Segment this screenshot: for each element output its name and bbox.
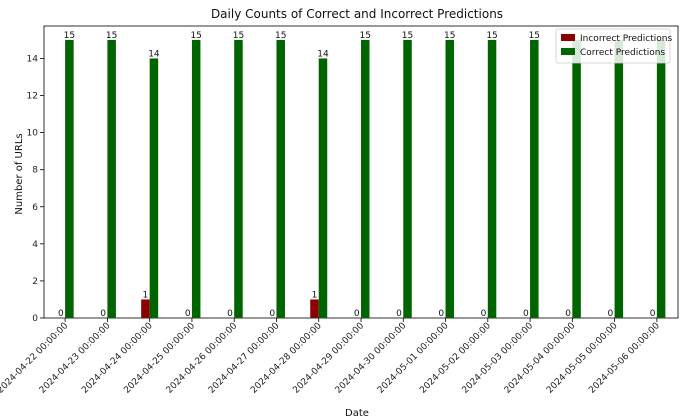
x-tick-label: 2024-04-29 00:00:00	[291, 321, 366, 396]
x-tick-label: 2024-05-04 00:00:00	[503, 321, 578, 396]
bar-correct	[276, 39, 285, 319]
x-tick-label: 2024-04-24 00:00:00	[80, 321, 155, 396]
bar-value-label: 1	[312, 290, 318, 300]
bar-value-label: 15	[486, 31, 497, 41]
legend-label: Incorrect Predictions	[580, 34, 672, 44]
y-tick-label: 6	[32, 203, 38, 213]
x-tick-label: 2024-05-02 00:00:00	[418, 321, 493, 396]
bar-value-label: 0	[565, 309, 571, 319]
bar-value-label: 0	[650, 309, 656, 319]
bar-value-label: 14	[148, 49, 160, 59]
y-tick-label: 14	[27, 54, 39, 64]
legend-swatch	[561, 34, 575, 41]
legend-label: Correct Predictions	[580, 48, 665, 58]
y-tick-label: 2	[32, 277, 38, 287]
x-tick-label: 2024-04-23 00:00:00	[38, 321, 113, 396]
bar-value-label: 0	[607, 309, 613, 319]
bar-correct	[656, 39, 666, 319]
bar-value-label: 15	[233, 31, 244, 41]
bar-value-label: 0	[269, 309, 275, 319]
x-tick-label: 2024-05-01 00:00:00	[376, 321, 451, 396]
bar-correct	[65, 39, 74, 319]
bar-value-label: 15	[529, 31, 540, 41]
bar-value-label: 15	[190, 31, 201, 41]
legend-box	[555, 28, 671, 64]
bar-value-label: 0	[481, 309, 487, 319]
x-tick-label: 2024-05-05 00:00:00	[545, 321, 620, 396]
bar-value-label: 0	[227, 309, 233, 319]
bar-value-label: 0	[396, 309, 402, 319]
y-tick-label: 8	[32, 166, 38, 176]
bar-value-label: 0	[185, 309, 191, 319]
bar-value-label: 15	[402, 31, 413, 41]
bar-correct	[234, 39, 243, 319]
x-tick-label: 2024-04-26 00:00:00	[165, 321, 240, 396]
y-tick-label: 4	[32, 240, 38, 250]
bar-correct	[403, 39, 412, 319]
bar-value-label: 0	[354, 309, 360, 319]
bar-value-label: 15	[444, 31, 455, 41]
legend: Incorrect Predictions Correct Predictions	[555, 28, 672, 64]
bar-correct	[107, 39, 116, 319]
bar-correct	[487, 39, 497, 319]
bar-value-label: 0	[58, 309, 64, 319]
x-tick-label: 2024-04-22 00:00:00	[0, 321, 70, 396]
bar-value-label: 15	[106, 31, 117, 41]
legend-swatch	[561, 48, 575, 55]
bar-correct	[572, 39, 581, 319]
bar-value-label: 14	[317, 49, 329, 59]
bar-correct	[191, 39, 201, 319]
x-tick-label: 2024-04-30 00:00:00	[334, 321, 409, 396]
x-tick-label: 2024-04-27 00:00:00	[207, 321, 282, 396]
y-tick-label: 0	[32, 314, 38, 324]
x-tick-label: 2024-04-25 00:00:00	[122, 321, 197, 396]
x-tick-label: 2024-05-06 00:00:00	[587, 321, 662, 396]
bar-correct	[318, 58, 328, 318]
bar-correct	[361, 39, 370, 319]
chart-title: Daily Counts of Correct and Incorrect Pr…	[211, 7, 503, 21]
y-tick-label: 12	[27, 92, 38, 102]
bar-incorrect	[141, 299, 150, 318]
bar-value-label: 15	[275, 31, 286, 41]
x-axis-title: Date	[345, 408, 369, 419]
bar-value-label: 1	[143, 290, 149, 300]
x-tick-label: 2024-05-03 00:00:00	[461, 321, 536, 396]
bar-correct	[614, 39, 624, 319]
bar-incorrect	[310, 299, 319, 318]
y-axis-title: Number of URLs	[14, 133, 25, 214]
bar-value-label: 0	[100, 309, 106, 319]
bar-value-label: 15	[360, 31, 371, 41]
bar-value-label: 0	[523, 309, 529, 319]
bar-value-label: 15	[64, 31, 75, 41]
bar-correct	[149, 58, 159, 318]
x-tick-label: 2024-04-28 00:00:00	[249, 321, 324, 396]
bar-correct	[530, 39, 539, 319]
y-tick-label: 10	[27, 129, 39, 139]
bar-value-label: 0	[438, 309, 444, 319]
bar-correct	[445, 39, 455, 319]
